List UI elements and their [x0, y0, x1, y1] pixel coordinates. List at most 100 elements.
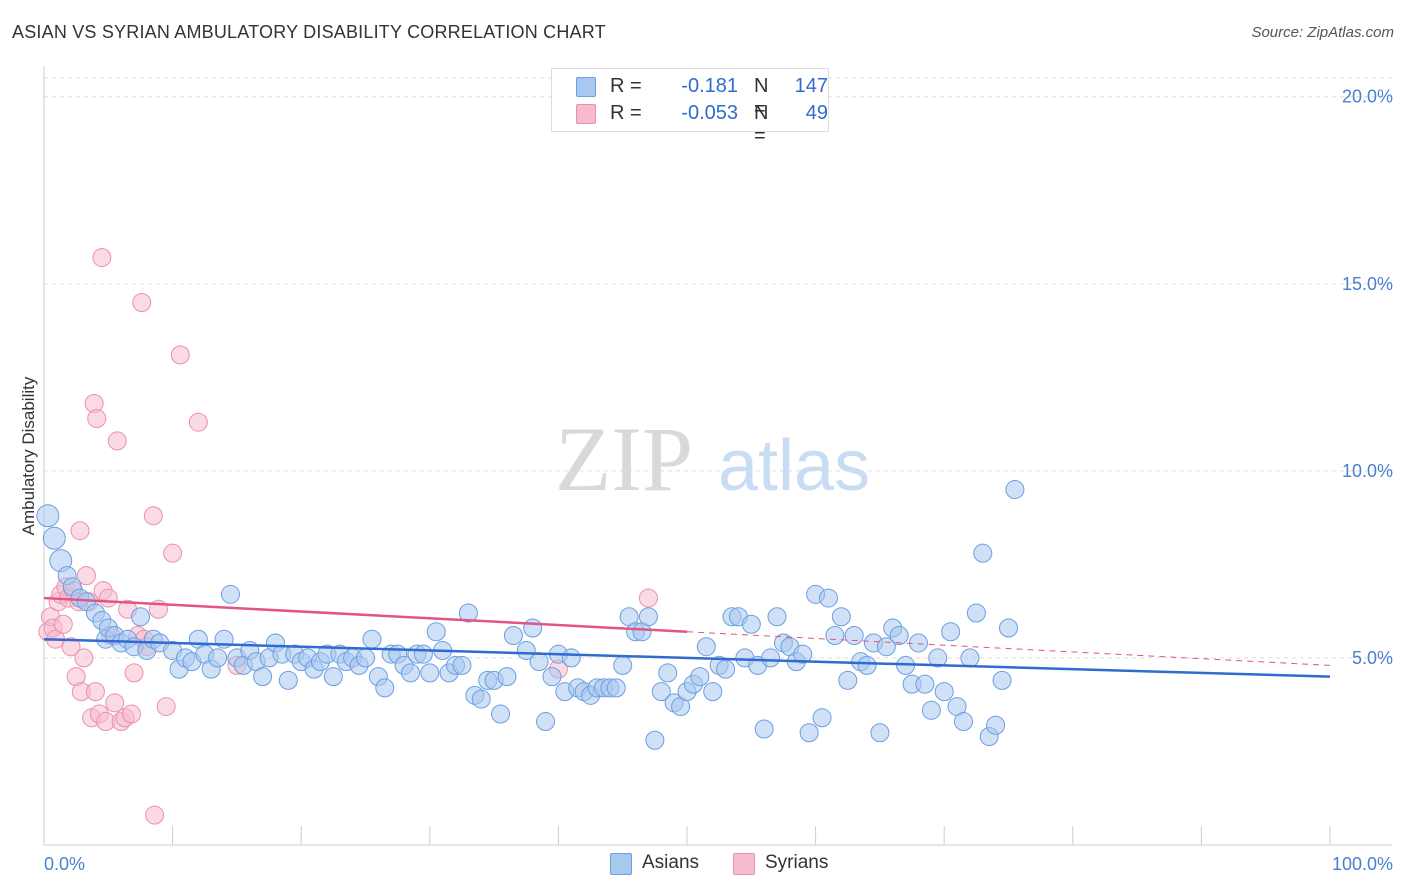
syrian-point — [170, 345, 190, 365]
syrian-point — [98, 588, 118, 608]
asian-point — [812, 708, 832, 728]
legend-r-value: -0.181 — [681, 75, 738, 97]
syrian-point — [76, 566, 96, 586]
legend-r-value: -0.053 — [681, 102, 738, 124]
asian-point — [606, 678, 626, 698]
asian-point — [613, 655, 633, 675]
stats-legend: R = -0.181 N = 147 R = -0.053 N = 49 — [551, 68, 829, 147]
asian-point — [716, 659, 736, 679]
asian-point — [130, 607, 150, 627]
syrian-point — [638, 588, 658, 608]
asian-point — [928, 648, 948, 668]
asians-points — [36, 480, 1025, 750]
source-label: Source: ZipAtlas.com — [1251, 24, 1394, 41]
asian-point — [941, 622, 961, 642]
asian-point — [960, 648, 980, 668]
legend-r-label: R = — [610, 102, 642, 124]
syrians-points — [38, 248, 658, 825]
asian-point — [831, 607, 851, 627]
grid-lines — [44, 77, 1392, 659]
asian-point — [825, 625, 845, 645]
asian-point — [889, 625, 909, 645]
syrian-point — [74, 648, 94, 668]
asian-point — [799, 723, 819, 743]
x-tick-label: 0.0% — [44, 854, 85, 874]
asian-point — [638, 607, 658, 627]
asian-point — [876, 637, 896, 657]
asian-point — [278, 670, 298, 690]
syrian-point — [53, 614, 73, 634]
asian-point — [921, 700, 941, 720]
asian-point — [458, 603, 478, 623]
asian-point — [42, 526, 66, 550]
syrian-point — [92, 248, 112, 268]
asian-point — [208, 648, 228, 668]
asian-point — [401, 663, 421, 683]
asians-legend-label: Asians — [642, 852, 700, 873]
asian-point — [838, 670, 858, 690]
asian-point — [690, 667, 710, 687]
asian-point — [471, 689, 491, 709]
syrian-point — [85, 682, 105, 702]
syrian-point — [163, 543, 183, 563]
y-tick-label: 10.0% — [1342, 461, 1393, 481]
asian-point — [356, 648, 375, 668]
legend-n-value: 147 — [794, 75, 828, 97]
asian-point — [908, 633, 928, 653]
asian-point — [452, 655, 472, 675]
watermark: ZIP atlas — [555, 408, 870, 510]
asian-point — [542, 667, 562, 687]
syrians-trend-extension — [686, 631, 1331, 666]
asian-point — [658, 663, 678, 683]
watermark-atlas: atlas — [718, 426, 870, 506]
tick-labels: 5.0% 10.0% 15.0% 20.0% 0.0% 100.0% — [44, 87, 1393, 874]
asian-point — [844, 625, 864, 645]
asian-point — [818, 588, 838, 608]
syrian-point — [61, 637, 81, 657]
syrian-point — [105, 693, 125, 713]
asian-point — [999, 618, 1018, 638]
asian-point — [696, 637, 716, 657]
asian-point — [703, 682, 723, 702]
asian-point — [1005, 480, 1025, 500]
syrian-point — [107, 431, 127, 451]
asians-legend-swatch — [610, 853, 632, 875]
syrian-point — [121, 704, 141, 724]
asian-point — [426, 622, 446, 642]
y-axis-label: Ambulatory Disability — [19, 376, 38, 535]
syrian-point — [87, 408, 107, 428]
asian-point — [953, 712, 973, 732]
asian-point — [761, 648, 781, 668]
asian-point — [413, 644, 433, 664]
y-tick-label: 20.0% — [1342, 87, 1393, 107]
syrian-point — [188, 412, 208, 432]
syrian-point — [143, 506, 163, 526]
legend-n-label: N = — [754, 102, 769, 147]
asian-point — [986, 715, 1006, 735]
syrians-trend-line — [43, 596, 688, 633]
asian-point — [645, 730, 665, 750]
trend-lines — [43, 596, 1331, 678]
asian-point — [561, 648, 581, 668]
asians-trend-line — [43, 637, 1331, 678]
asian-point — [767, 607, 787, 627]
asian-point — [741, 614, 761, 634]
asian-point — [973, 543, 993, 563]
syrians-legend-label: Syrians — [765, 852, 829, 873]
chart-title: ASIAN VS SYRIAN AMBULATORY DISABILITY CO… — [12, 22, 606, 42]
asian-point — [503, 625, 523, 645]
asian-point — [966, 603, 986, 623]
syrian-point — [124, 663, 144, 683]
syrian-point — [70, 521, 90, 541]
syrians-swatch — [576, 104, 596, 124]
asian-point — [934, 682, 954, 702]
asian-point — [536, 712, 556, 732]
watermark-zip: ZIP — [555, 408, 693, 510]
x-tick-label: 100.0% — [1332, 854, 1393, 874]
syrians-legend-swatch — [733, 853, 755, 875]
axes — [43, 66, 1392, 846]
asian-point — [915, 674, 935, 694]
asian-point — [529, 652, 549, 672]
asian-point — [793, 644, 813, 664]
